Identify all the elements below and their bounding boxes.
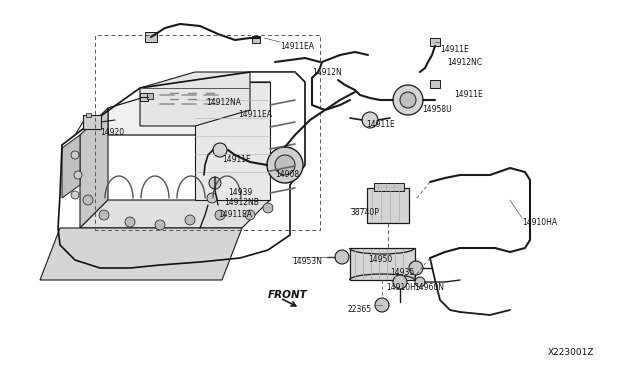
Circle shape <box>393 275 407 289</box>
Text: 14911E: 14911E <box>440 45 468 54</box>
Text: 14911E: 14911E <box>454 90 483 99</box>
Circle shape <box>207 193 217 203</box>
Bar <box>374 183 404 191</box>
Circle shape <box>393 85 423 115</box>
Polygon shape <box>108 82 270 135</box>
Circle shape <box>362 112 378 128</box>
Text: 38740P: 38740P <box>350 208 379 217</box>
Circle shape <box>335 250 349 264</box>
Bar <box>430 80 440 88</box>
Text: 14953N: 14953N <box>292 257 322 266</box>
Circle shape <box>71 151 79 159</box>
Polygon shape <box>195 82 270 200</box>
Circle shape <box>71 191 79 199</box>
Text: 14912N: 14912N <box>312 68 342 77</box>
Bar <box>83 115 101 129</box>
Text: 14920: 14920 <box>100 128 124 137</box>
Text: 14911E: 14911E <box>222 155 251 164</box>
Bar <box>140 93 148 101</box>
Bar <box>430 38 440 46</box>
Circle shape <box>185 215 195 225</box>
Circle shape <box>375 298 389 312</box>
Circle shape <box>213 143 227 157</box>
Text: 14911E: 14911E <box>366 120 395 129</box>
Circle shape <box>263 203 273 213</box>
Bar <box>86 113 91 117</box>
Bar <box>350 248 415 280</box>
Text: 14911EA: 14911EA <box>218 210 252 219</box>
Text: 14910HA: 14910HA <box>522 218 557 227</box>
Circle shape <box>99 210 109 220</box>
Text: 14912NC: 14912NC <box>447 58 482 67</box>
Circle shape <box>83 195 93 205</box>
Circle shape <box>215 210 225 220</box>
Circle shape <box>74 171 82 179</box>
Bar <box>147 93 153 99</box>
Bar <box>367 188 409 223</box>
Text: 14912NB: 14912NB <box>224 198 259 207</box>
Bar <box>145 32 157 42</box>
Circle shape <box>209 177 221 189</box>
Text: 14912NA: 14912NA <box>206 98 241 107</box>
Polygon shape <box>80 108 108 228</box>
Text: 14908: 14908 <box>275 170 299 179</box>
Circle shape <box>275 155 295 175</box>
Text: FRONT: FRONT <box>268 290 308 300</box>
Circle shape <box>400 92 416 108</box>
Text: 14960N: 14960N <box>414 283 444 292</box>
Text: 14935: 14935 <box>390 268 414 277</box>
Text: 14950: 14950 <box>368 255 392 264</box>
Polygon shape <box>80 200 270 228</box>
Text: X223001Z: X223001Z <box>548 348 595 357</box>
Text: 14911EA: 14911EA <box>280 42 314 51</box>
Circle shape <box>415 277 425 287</box>
Polygon shape <box>40 228 242 280</box>
Polygon shape <box>62 135 80 198</box>
Text: 14939: 14939 <box>228 188 252 197</box>
Circle shape <box>125 217 135 227</box>
Bar <box>252 36 260 43</box>
Text: 14911EA: 14911EA <box>238 110 272 119</box>
Circle shape <box>155 220 165 230</box>
Circle shape <box>245 210 255 220</box>
Text: 14910H: 14910H <box>386 283 416 292</box>
Polygon shape <box>140 72 250 126</box>
Circle shape <box>409 261 423 275</box>
Text: 14958U: 14958U <box>422 105 452 114</box>
Text: 22365: 22365 <box>348 305 372 314</box>
Circle shape <box>267 147 303 183</box>
